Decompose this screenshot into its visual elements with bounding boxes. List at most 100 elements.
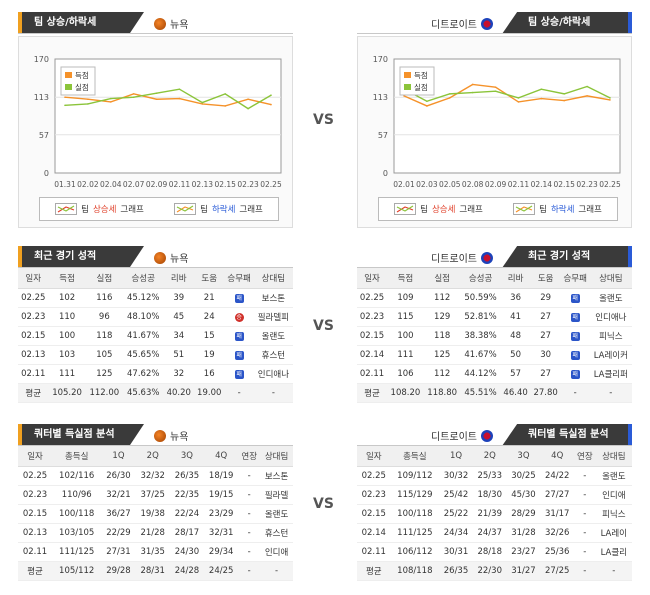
table-cell: LA레이 — [595, 523, 632, 543]
y-tick-label: 113 — [373, 93, 388, 102]
avg-cell: - — [238, 561, 261, 581]
data-point — [586, 85, 588, 88]
table-cell: 111 — [387, 345, 424, 365]
right-chart-header: 디트로이트 팀 상승/하락세 — [357, 12, 632, 34]
data-point — [178, 97, 181, 100]
team-label: 뉴욕 — [154, 428, 188, 443]
x-tick-label: 02.11 — [169, 180, 191, 189]
data-point — [201, 103, 204, 105]
column-header[interactable]: 상대팀 — [260, 446, 293, 467]
column-header[interactable]: 상대팀 — [589, 268, 632, 289]
column-header[interactable]: 총득실 — [52, 446, 102, 467]
avg-cell: 40.20 — [163, 383, 194, 403]
table-cell: 36/27 — [101, 504, 136, 524]
x-tick-label: 02.08 — [462, 180, 484, 189]
knicks-logo-icon — [154, 429, 166, 442]
table-row: 02.15 100 118 38.38% 48 27 패 피닉스 — [357, 326, 632, 346]
column-header[interactable]: 승성공 — [122, 268, 164, 289]
table-cell: 02.25 — [357, 288, 388, 308]
legend-up: 팀 상승세 그래프 — [394, 203, 483, 215]
table-cell: 22/24 — [169, 504, 205, 524]
table-cell: 27 — [530, 307, 561, 327]
table-cell: 02.13 — [18, 523, 53, 543]
column-header[interactable]: 도움 — [193, 268, 225, 289]
column-header[interactable]: 승무패 — [224, 268, 254, 289]
column-header[interactable]: 1Q — [439, 446, 473, 467]
tab-trend[interactable]: 팀 상승/하락세 — [22, 12, 144, 34]
right-recent-header: 디트로이트 최근 경기 성적 — [357, 246, 632, 268]
avg-cell: 27/25 — [540, 561, 575, 581]
column-header[interactable]: 3Q — [506, 446, 541, 467]
column-header[interactable]: 상대팀 — [595, 446, 632, 467]
table-cell: 18/30 — [472, 485, 507, 505]
table-cell: 25/42 — [439, 485, 473, 505]
table-cell: 27 — [530, 364, 561, 384]
table-cell: 22/35 — [169, 485, 205, 505]
table-cell: 02.15 — [18, 326, 49, 346]
column-header[interactable]: 일자 — [18, 446, 53, 467]
table-cell: 02.25 — [357, 466, 391, 486]
accent-bar — [628, 12, 632, 34]
tab-quarter[interactable]: 쿼터별 득실점 분석 — [502, 424, 628, 446]
column-header[interactable]: 총득실 — [390, 446, 440, 467]
data-point — [87, 98, 89, 101]
result-cell: 패 — [560, 326, 590, 346]
team-label: 디트로이트 — [431, 428, 493, 443]
column-header[interactable]: 연장 — [574, 446, 596, 467]
table-cell: 02.23 — [18, 485, 53, 505]
column-header[interactable]: 일자 — [357, 268, 388, 289]
right-recent-table: 일자 득점 실점 승성공 리바 도움 승무패 상대팀 02.25 109 112 50.59% 36 29… — [357, 268, 632, 403]
table-cell: 30/25 — [506, 466, 541, 486]
column-header[interactable]: 연장 — [238, 446, 261, 467]
table-cell: 109 — [387, 288, 424, 308]
result-badge: 패 — [234, 350, 244, 360]
avg-cell: 27.80 — [530, 383, 561, 403]
table-cell: 109/112 — [390, 466, 440, 486]
table-cell: 25/36 — [540, 542, 575, 562]
column-header[interactable]: 일자 — [357, 446, 391, 467]
column-header[interactable]: 4Q — [204, 446, 239, 467]
accent-bar — [18, 12, 22, 34]
up-graph-icon — [55, 203, 78, 215]
table-cell: 32/31 — [204, 523, 239, 543]
column-header[interactable]: 도움 — [530, 268, 561, 289]
data-point — [109, 101, 112, 103]
column-header[interactable]: 승무패 — [560, 268, 590, 289]
accent-bar — [628, 424, 632, 446]
column-header[interactable]: 2Q — [472, 446, 507, 467]
table-row: 02.23 115 129 52.81% 41 27 패 인디애나 — [357, 307, 632, 327]
table-cell: 125 — [423, 345, 461, 365]
table-cell: 96 — [85, 307, 123, 327]
tab-quarter[interactable]: 쿼터별 득실점 분석 — [22, 424, 144, 446]
tab-trend[interactable]: 팀 상승/하락세 — [502, 12, 628, 34]
legend-label: 실점 — [75, 82, 89, 92]
tab-recent[interactable]: 최근 경기 성적 — [22, 246, 144, 268]
column-header[interactable]: 4Q — [540, 446, 575, 467]
column-header[interactable]: 득점 — [48, 268, 86, 289]
column-header[interactable]: 승성공 — [460, 268, 501, 289]
result-badge: 패 — [234, 293, 244, 303]
table-cell: 21/39 — [472, 504, 507, 524]
column-header[interactable]: 득점 — [387, 268, 424, 289]
table-row: 02.11 111 125 47.62% 32 16 패 인디애나 — [18, 364, 293, 384]
table-cell: 102/116 — [52, 466, 102, 486]
tab-recent[interactable]: 최근 경기 성적 — [502, 246, 628, 268]
column-header[interactable]: 3Q — [169, 446, 205, 467]
vs-label: VS — [313, 496, 334, 512]
table-row: 02.25 102/116 26/30 32/32 26/35 18/19- 보스톤 — [18, 466, 293, 486]
column-header[interactable]: 1Q — [101, 446, 136, 467]
table-cell: 41.67% — [122, 326, 164, 346]
column-header[interactable]: 일자 — [18, 268, 49, 289]
column-header[interactable]: 실점 — [85, 268, 123, 289]
table-cell: 27/31 — [101, 542, 136, 562]
column-header[interactable]: 리바 — [500, 268, 531, 289]
table-cell: 116 — [85, 288, 123, 308]
column-header[interactable]: 실점 — [423, 268, 461, 289]
table-cell: 29 — [530, 288, 561, 308]
result-cell: 승 — [224, 307, 254, 327]
column-header[interactable]: 리바 — [163, 268, 194, 289]
table-cell: 41 — [500, 307, 531, 327]
column-header[interactable]: 상대팀 — [253, 268, 293, 289]
column-header[interactable]: 2Q — [135, 446, 170, 467]
average-row: 평균 105.20 112.00 45.63% 40.20 19.00- - — [18, 383, 293, 403]
